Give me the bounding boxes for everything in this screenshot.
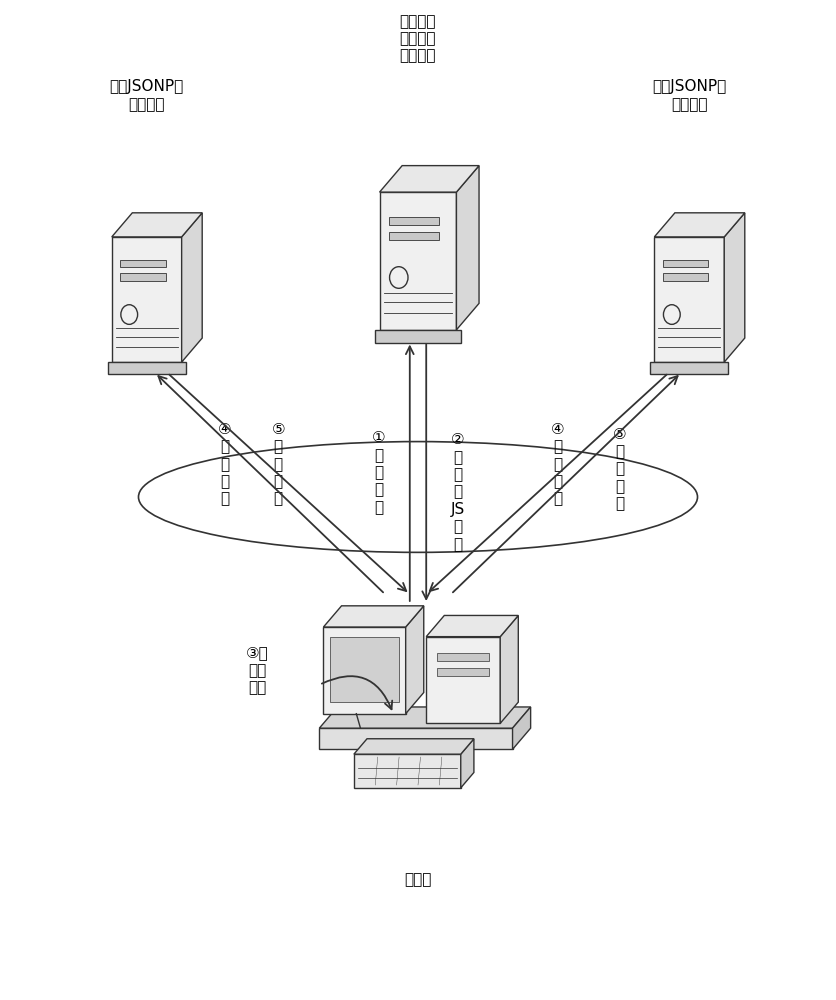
Text: 具有JSONP接
口的站点: 具有JSONP接 口的站点 [110, 79, 184, 112]
Text: ④
正
常
访
问: ④ 正 常 访 问 [551, 422, 564, 507]
Text: ⑤
返
回
信
息: ⑤ 返 回 信 息 [613, 427, 626, 511]
FancyBboxPatch shape [324, 627, 405, 714]
Polygon shape [456, 166, 479, 330]
FancyBboxPatch shape [380, 192, 456, 330]
Text: ②
包
含
有
JS
代
码: ② 包 含 有 JS 代 码 [451, 432, 465, 552]
Polygon shape [181, 213, 202, 362]
FancyBboxPatch shape [655, 237, 724, 362]
Polygon shape [461, 739, 474, 788]
Polygon shape [426, 615, 518, 637]
FancyBboxPatch shape [389, 217, 439, 225]
Polygon shape [405, 606, 424, 714]
Polygon shape [354, 739, 474, 754]
Text: ④
正
常
访
问: ④ 正 常 访 问 [218, 422, 232, 507]
FancyBboxPatch shape [330, 637, 399, 702]
Polygon shape [724, 213, 745, 362]
Polygon shape [324, 606, 424, 627]
FancyBboxPatch shape [112, 237, 181, 362]
FancyBboxPatch shape [120, 273, 166, 281]
Polygon shape [319, 707, 531, 728]
Polygon shape [112, 213, 202, 237]
Text: ③处
理并
执行: ③处 理并 执行 [247, 645, 269, 695]
Polygon shape [512, 707, 531, 749]
FancyBboxPatch shape [108, 362, 186, 374]
Text: 目标机: 目标机 [405, 873, 431, 888]
FancyBboxPatch shape [437, 653, 489, 661]
Text: ⑤
返
回
信
息: ⑤ 返 回 信 息 [272, 422, 285, 507]
Polygon shape [655, 213, 745, 237]
Polygon shape [500, 615, 518, 723]
Text: ①
正
常
访
问: ① 正 常 访 问 [372, 430, 385, 515]
FancyBboxPatch shape [663, 273, 708, 281]
FancyBboxPatch shape [319, 728, 512, 749]
FancyBboxPatch shape [389, 232, 439, 240]
Text: 植入恶意
代码的网
站服务器: 植入恶意 代码的网 站服务器 [400, 14, 436, 64]
Text: 具有JSONP接
口的站点: 具有JSONP接 口的站点 [652, 79, 726, 112]
FancyArrowPatch shape [322, 676, 392, 709]
FancyBboxPatch shape [650, 362, 728, 374]
FancyBboxPatch shape [663, 260, 708, 267]
FancyBboxPatch shape [375, 330, 461, 343]
FancyBboxPatch shape [426, 637, 500, 723]
FancyBboxPatch shape [354, 754, 461, 788]
Polygon shape [380, 166, 479, 192]
FancyBboxPatch shape [120, 260, 166, 267]
FancyBboxPatch shape [437, 668, 489, 676]
